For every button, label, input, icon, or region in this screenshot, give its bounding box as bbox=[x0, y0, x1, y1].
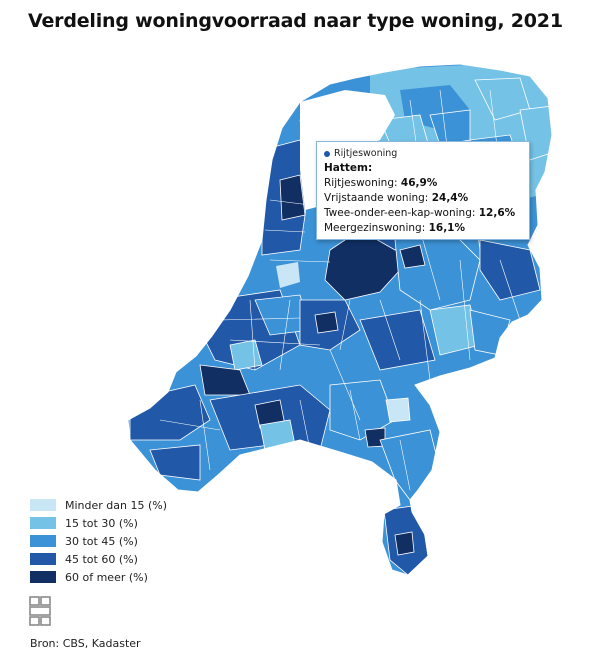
legend-swatch bbox=[30, 553, 56, 565]
legend-item[interactable]: 30 tot 45 (%) bbox=[30, 532, 167, 550]
municipality-regions bbox=[128, 64, 552, 575]
tooltip-row: Meergezinswoning: 16,1% bbox=[324, 221, 522, 236]
legend-swatch bbox=[30, 535, 56, 547]
legend-label: 60 of meer (%) bbox=[65, 570, 148, 584]
legend: Minder dan 15 (%) 15 tot 30 (%) 30 tot 4… bbox=[30, 496, 167, 586]
tooltip-series-label: Rijtjeswoning bbox=[334, 148, 398, 159]
source-note: Bron: CBS, Kadaster bbox=[30, 637, 141, 650]
tooltip-row: Rijtjeswoning: 46,9% bbox=[324, 176, 522, 191]
tooltip-row-label: Meergezinswoning: bbox=[324, 222, 426, 234]
tooltip-row-value: 46,9% bbox=[400, 177, 438, 189]
tooltip-row-value: 24,4% bbox=[431, 192, 469, 204]
tooltip-row-value: 16,1% bbox=[428, 222, 466, 234]
cbs-logo-icon bbox=[29, 596, 51, 626]
legend-item[interactable]: 15 tot 30 (%) bbox=[30, 514, 167, 532]
map-title: Verdeling woningvoorraad naar type wonin… bbox=[28, 10, 563, 32]
legend-label: 30 tot 45 (%) bbox=[65, 534, 138, 548]
legend-item[interactable]: Minder dan 15 (%) bbox=[30, 496, 167, 514]
tooltip-row-label: Rijtjeswoning: bbox=[324, 177, 398, 189]
legend-label: 15 tot 30 (%) bbox=[65, 516, 138, 530]
hover-tooltip: Rijtjeswoning Hattem: Rijtjeswoning: 46,… bbox=[316, 141, 530, 240]
tooltip-row: Twee-onder-een-kap-woning: 12,6% bbox=[324, 206, 522, 221]
legend-item[interactable]: 45 tot 60 (%) bbox=[30, 550, 167, 568]
legend-swatch bbox=[30, 571, 56, 583]
legend-item[interactable]: 60 of meer (%) bbox=[30, 568, 167, 586]
legend-swatch bbox=[30, 499, 56, 511]
tooltip-place: Hattem: bbox=[324, 162, 373, 174]
legend-label: Minder dan 15 (%) bbox=[65, 498, 168, 512]
tooltip-row: Vrijstaande woning: 24,4% bbox=[324, 191, 522, 206]
series-dot-icon bbox=[324, 151, 330, 157]
tooltip-row-label: Twee-onder-een-kap-woning: bbox=[324, 207, 476, 219]
region-light-1 bbox=[276, 262, 300, 288]
tooltip-row-value: 12,6% bbox=[478, 207, 516, 219]
tooltip-row-label: Vrijstaande woning: bbox=[324, 192, 429, 204]
legend-label: 45 tot 60 (%) bbox=[65, 552, 138, 566]
tooltip-series: Rijtjeswoning bbox=[324, 148, 522, 160]
legend-swatch bbox=[30, 517, 56, 529]
